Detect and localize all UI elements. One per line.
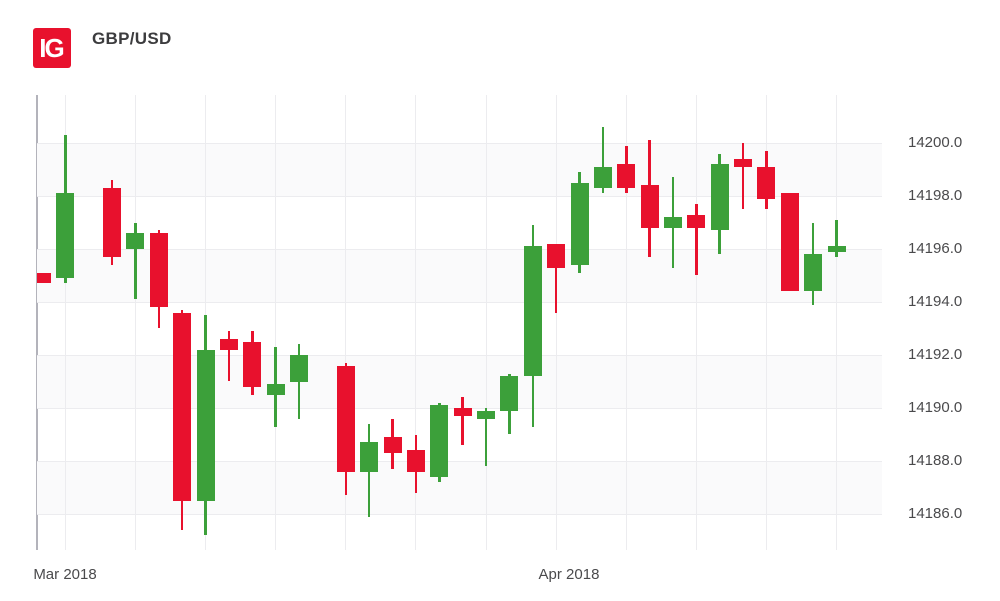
vertical-gridline (345, 95, 347, 550)
background-band (37, 355, 882, 408)
vertical-gridline (415, 95, 417, 550)
vertical-gridline (134, 95, 136, 550)
candle-body-up (804, 254, 823, 292)
candle-body-up (290, 355, 309, 382)
candle-body-down (406, 450, 425, 472)
candle-body-up (477, 410, 496, 419)
vertical-gridline (555, 95, 557, 550)
candle-body-up (266, 384, 285, 395)
vertical-gridline (695, 95, 697, 550)
candle-body-down (687, 214, 706, 228)
y-axis-tick-label: 14200.0 (908, 134, 963, 151)
candle-wick-down (741, 143, 745, 210)
candle-body-up (593, 166, 612, 189)
candle-body-down (103, 188, 122, 257)
vertical-gridline (836, 95, 838, 550)
background-band (37, 143, 882, 196)
candle-wick-down (227, 331, 231, 382)
y-axis-line (36, 95, 38, 550)
background-band (37, 461, 882, 514)
horizontal-gridline (37, 354, 882, 356)
candle-body-up (196, 349, 215, 501)
horizontal-gridline (37, 513, 882, 515)
candle-body-up (570, 182, 589, 265)
candle-body-down (243, 341, 262, 387)
vertical-gridline (485, 95, 487, 550)
x-axis-tick-label: Mar 2018 (33, 566, 97, 583)
candle-wick-up (484, 408, 488, 467)
ig-logo: IG (33, 28, 71, 68)
candle-wick-up (601, 127, 605, 194)
y-axis-tick-label: 14190.0 (908, 399, 963, 416)
instrument-title: GBP/USD (92, 29, 172, 48)
candle-wick-up (134, 222, 137, 300)
candle-body-down (173, 312, 192, 501)
candle-body-down (547, 243, 566, 268)
candle-wick-down (554, 243, 558, 313)
candle-body-up (360, 442, 379, 472)
candle-body-up (500, 376, 519, 411)
candle-body-down (617, 164, 636, 189)
candle-body-down (219, 339, 238, 350)
candle-body-up (710, 164, 729, 231)
y-axis-tick-label: 14194.0 (908, 293, 963, 310)
candle-body-down (640, 185, 659, 228)
vertical-gridline (275, 95, 277, 550)
candle-wick-down (695, 203, 698, 276)
candle-body-down (383, 437, 402, 454)
y-axis-tick-label: 14198.0 (908, 187, 963, 204)
horizontal-gridline (37, 195, 882, 197)
candle-body-down (780, 193, 799, 292)
y-axis-tick-label: 14192.0 (908, 346, 963, 363)
candle-body-up (126, 233, 145, 249)
vertical-gridline (625, 95, 627, 550)
y-axis-tick-label: 14196.0 (908, 240, 963, 257)
candle-wick-up (835, 219, 838, 257)
vertical-gridline (64, 95, 66, 550)
horizontal-gridline (37, 142, 882, 144)
candle-body-down (453, 408, 472, 416)
candle-wick-down (461, 397, 464, 446)
candle-body-down (757, 166, 776, 199)
x-axis-tick-label: Apr 2018 (538, 566, 600, 583)
candle-body-up (430, 405, 449, 477)
background-band (37, 249, 882, 302)
candle-body-up (663, 217, 682, 228)
candle-body-up (523, 246, 542, 377)
plot-area[interactable] (37, 95, 882, 550)
candle-body-up (827, 246, 846, 252)
y-axis-tick-label: 14188.0 (908, 452, 963, 469)
candle-body-down (336, 365, 355, 472)
candle-body-down (734, 158, 753, 167)
candle-body-down (37, 272, 51, 284)
y-axis-tick-label: 14186.0 (908, 505, 963, 522)
ig-logo-text: IG (39, 32, 64, 63)
horizontal-gridline (37, 301, 882, 303)
horizontal-gridline (37, 248, 882, 250)
vertical-gridline (765, 95, 767, 550)
candle-body-up (56, 193, 75, 279)
candle-body-down (149, 233, 168, 308)
horizontal-gridline (37, 460, 882, 462)
